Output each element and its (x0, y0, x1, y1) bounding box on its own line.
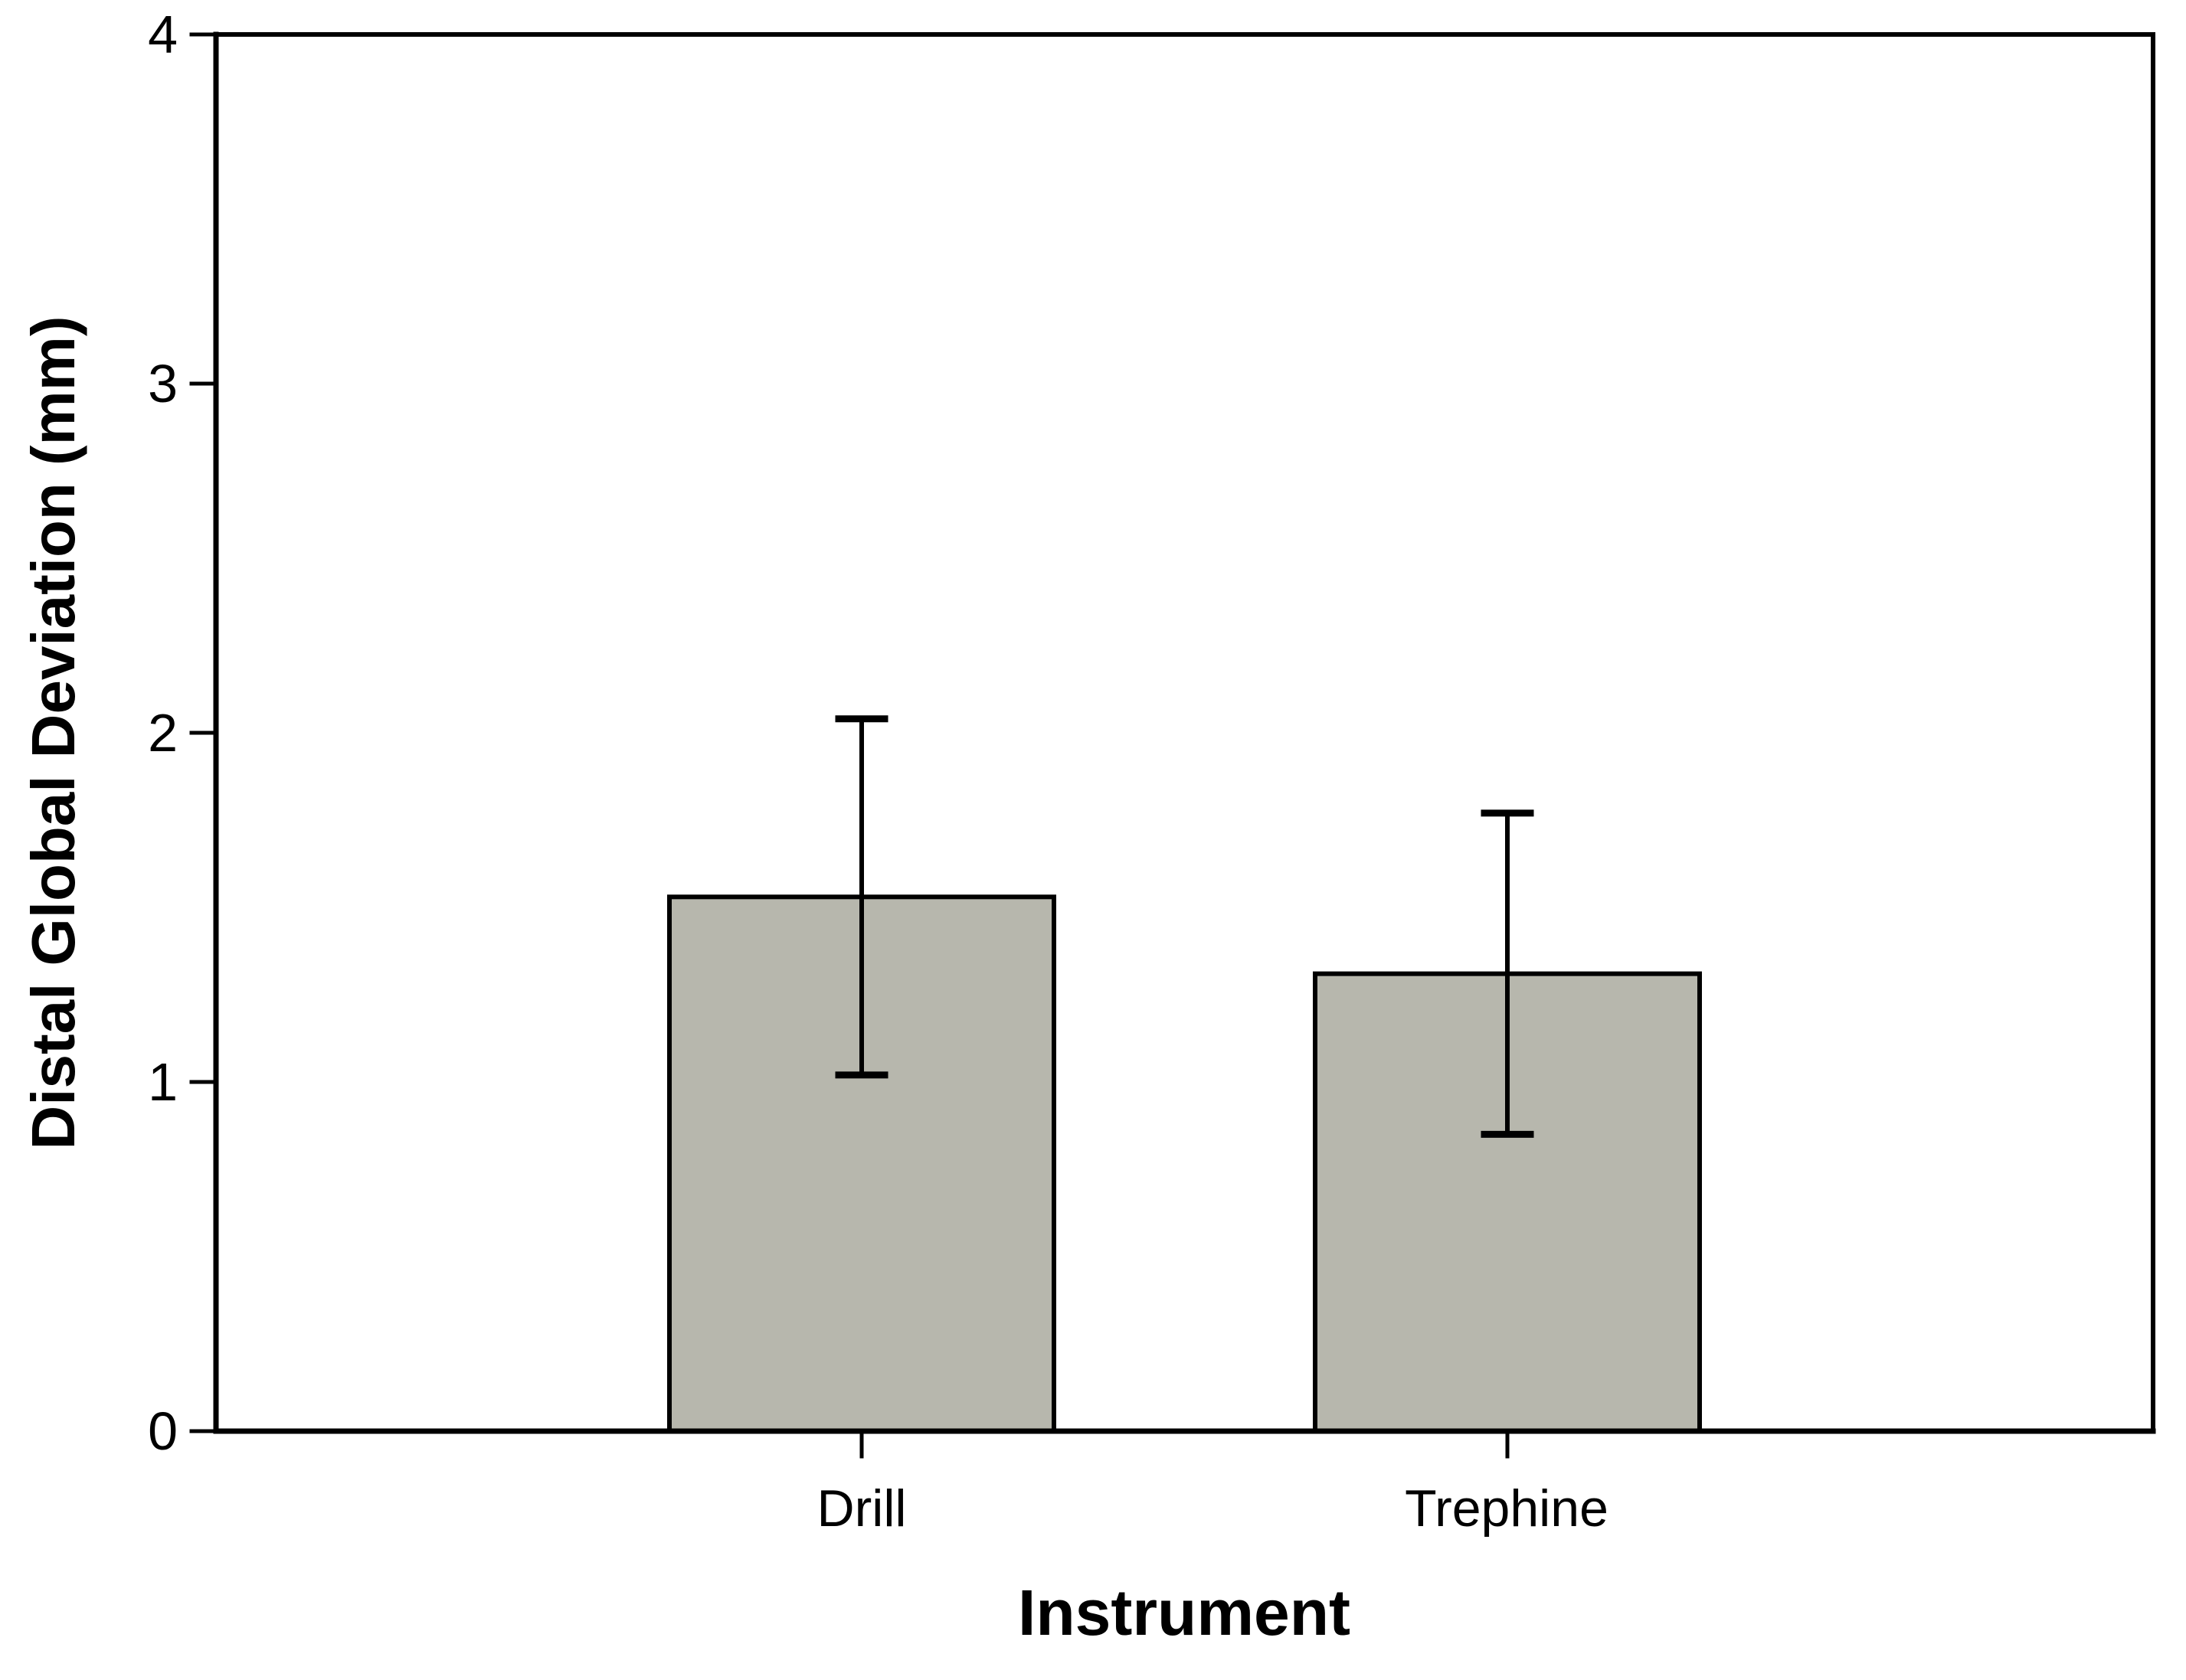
y-tick-label-4: 4 (148, 5, 178, 64)
y-axis-title: Distal Global Deviation (mm) (19, 315, 87, 1150)
x-axis-title: Instrument (1017, 1577, 1351, 1649)
y-tick-label-2: 2 (148, 703, 178, 763)
y-tick-label-1: 1 (148, 1052, 178, 1112)
y-tick-label-0: 0 (148, 1401, 178, 1461)
x-category-label-trephine: Trephine (1405, 1479, 1608, 1538)
y-tick-label-3: 3 (148, 354, 178, 413)
x-category-label-drill: Drill (816, 1479, 907, 1538)
